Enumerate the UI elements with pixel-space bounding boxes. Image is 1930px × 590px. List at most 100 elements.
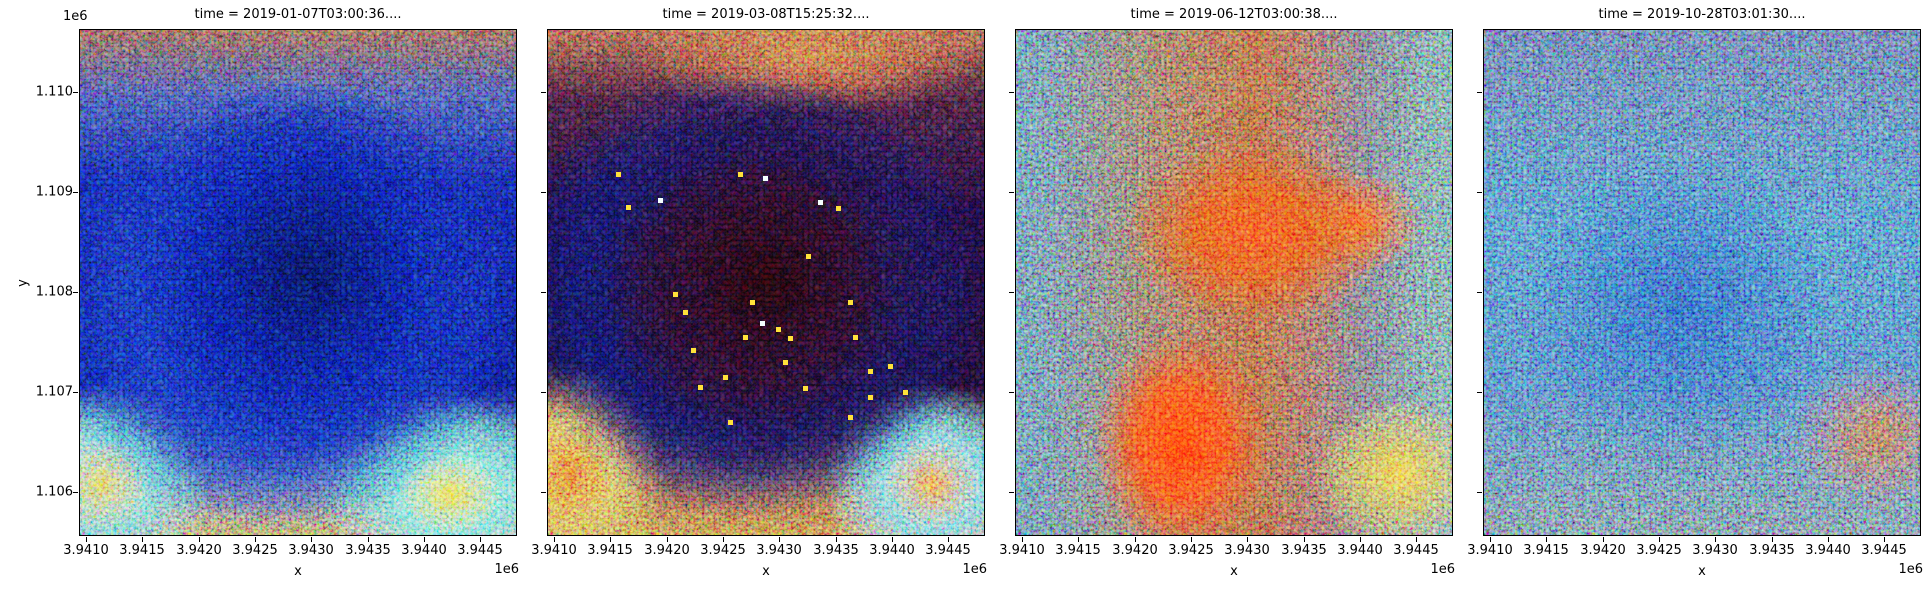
x-tick	[836, 537, 837, 542]
bright-spot	[868, 395, 873, 400]
y-tick	[1477, 92, 1482, 93]
y-tick	[541, 392, 546, 393]
bright-spot	[853, 335, 858, 340]
x-tick-label: 3.9425	[232, 543, 278, 558]
x-tick-label: 3.9435	[1281, 543, 1327, 558]
x-tick	[368, 537, 369, 542]
speckle-texture	[548, 30, 984, 535]
x-tick-label: 3.9445	[457, 543, 503, 558]
bright-spot	[750, 300, 755, 305]
image-axes	[79, 29, 517, 536]
x-tick-label: 3.9430	[1224, 543, 1270, 558]
panel-title: time = 2019-10-28T03:01:30....	[1598, 7, 1806, 22]
x-tick	[1304, 537, 1305, 542]
bright-spot	[658, 198, 663, 203]
y-tick-label: 1.109	[35, 184, 73, 200]
y-tick	[1477, 492, 1482, 493]
y-tick-label: 1.110	[35, 84, 73, 100]
y-tick	[73, 492, 78, 493]
x-tick	[1247, 537, 1248, 542]
x-tick	[424, 537, 425, 542]
x-offset-label: 1e6	[494, 562, 519, 577]
x-tick-label: 3.9420	[644, 543, 690, 558]
bright-spot	[691, 348, 696, 353]
x-tick	[667, 537, 668, 542]
x-tick	[86, 537, 87, 542]
y-tick	[541, 292, 546, 293]
y-tick	[73, 92, 78, 93]
x-tick-label: 3.9435	[1749, 543, 1795, 558]
bright-spot	[803, 386, 808, 391]
x-tick	[1603, 537, 1604, 542]
y-axis-label: y	[15, 278, 31, 287]
bright-spot	[738, 172, 743, 177]
y-tick-label: 1.107	[35, 384, 73, 400]
x-tick	[1078, 537, 1079, 542]
x-tick-label: 3.9415	[1523, 543, 1569, 558]
x-tick-label: 3.9435	[345, 543, 391, 558]
x-tick	[779, 537, 780, 542]
x-tick	[1191, 537, 1192, 542]
speckle-texture	[1484, 30, 1920, 535]
bright-spot	[836, 206, 841, 211]
x-tick	[1416, 537, 1417, 542]
x-tick-label: 3.9410	[999, 543, 1045, 558]
x-axis-label: x	[1698, 564, 1706, 579]
x-tick	[1135, 537, 1136, 542]
x-tick-label: 3.9420	[1112, 543, 1158, 558]
x-tick	[199, 537, 200, 542]
x-tick-label: 3.9410	[1467, 543, 1513, 558]
y-tick	[1477, 292, 1482, 293]
x-offset-label: 1e6	[962, 562, 987, 577]
bright-spot	[903, 390, 908, 395]
bright-spot	[788, 336, 793, 341]
y-tick	[73, 292, 78, 293]
x-tick-label: 3.9410	[63, 543, 109, 558]
bright-spot	[723, 375, 728, 380]
x-tick-label: 3.9430	[288, 543, 334, 558]
speckle-texture	[1016, 30, 1452, 535]
y-tick	[73, 392, 78, 393]
x-tick	[1659, 537, 1660, 542]
x-tick	[1884, 537, 1885, 542]
x-axis-label: x	[1230, 564, 1238, 579]
x-tick-label: 3.9425	[700, 543, 746, 558]
x-tick	[948, 537, 949, 542]
x-tick-label: 3.9415	[587, 543, 633, 558]
x-tick	[610, 537, 611, 542]
bright-spot	[616, 172, 621, 177]
y-tick-label: 1.106	[35, 484, 73, 500]
bright-spot	[848, 415, 853, 420]
x-tick-label: 3.9430	[756, 543, 802, 558]
bright-spot	[683, 310, 688, 315]
x-tick-label: 3.9430	[1692, 543, 1738, 558]
x-tick-label: 3.9420	[176, 543, 222, 558]
bright-spot	[818, 200, 823, 205]
x-axis-label: x	[294, 564, 302, 579]
panel-2019-03-08: time = 2019-03-08T15:25:32....	[531, 7, 987, 579]
x-tick	[1828, 537, 1829, 542]
x-tick-label: 3.9445	[925, 543, 971, 558]
y-tick	[1009, 392, 1014, 393]
bright-spot	[743, 335, 748, 340]
x-tick	[892, 537, 893, 542]
x-tick-label: 3.9445	[1393, 543, 1439, 558]
y-tick	[541, 192, 546, 193]
panel-title: time = 2019-03-08T15:25:32....	[662, 7, 870, 22]
x-tick-label: 3.9440	[1337, 543, 1383, 558]
x-tick	[554, 537, 555, 542]
panel-2019-10-28: time = 2019-10-28T03:01:30.... 3.9410 3.…	[1467, 7, 1923, 579]
panel-2019-06-12: time = 2019-06-12T03:00:38.... 3.9410 3.…	[999, 7, 1455, 579]
x-tick-label: 3.9425	[1636, 543, 1682, 558]
bright-spot	[626, 205, 631, 210]
x-tick-label: 3.9425	[1168, 543, 1214, 558]
x-tick	[1022, 537, 1023, 542]
image-axes	[547, 29, 985, 536]
bright-spot	[760, 321, 765, 326]
panel-title: time = 2019-01-07T03:00:36....	[194, 7, 402, 22]
bright-spot	[776, 327, 781, 332]
x-tick	[1546, 537, 1547, 542]
x-tick-label: 3.9415	[119, 543, 165, 558]
bright-spot	[806, 254, 811, 259]
y-tick	[73, 192, 78, 193]
